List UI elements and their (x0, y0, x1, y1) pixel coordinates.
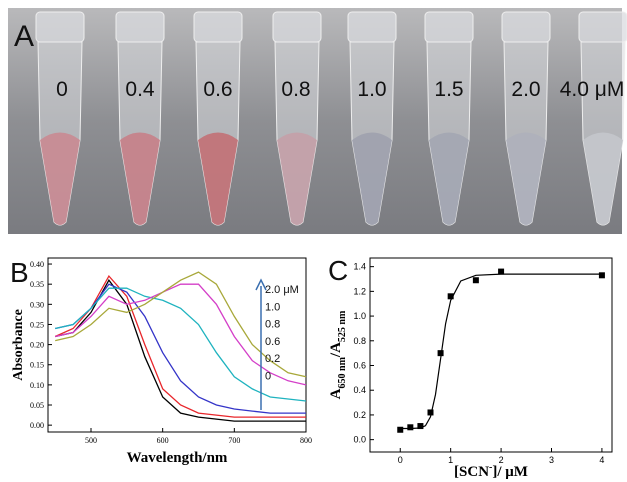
panel-label: C (328, 255, 348, 286)
panel-label: A (14, 20, 34, 53)
spectrum-line (55, 283, 306, 414)
y-tick-label: 0.30 (30, 300, 44, 309)
tube-cap (578, 11, 627, 43)
y-tick-label: 0.15 (30, 361, 44, 370)
tube-cap (272, 11, 322, 43)
legend-label: 0 (265, 371, 271, 383)
y-label-sub: 650 nm (337, 356, 348, 388)
concentration-label: 0.4 (125, 78, 155, 101)
y-tick-label: 0.35 (30, 280, 44, 289)
legend-label: 1.0 (265, 301, 280, 313)
concentration-labels: 0 0.4 0.6 0.8 1.0 1.5 2.0 4.0 μM (56, 78, 624, 101)
concentration-label: 2.0 (511, 78, 540, 101)
tube-cap (347, 11, 397, 43)
x-tick-label: 600 (157, 436, 169, 445)
legend-label: 0.6 (265, 336, 280, 348)
y-label-sub: 525 nm (337, 310, 348, 342)
y-tick-label: 0.40 (30, 260, 44, 269)
x-tick-label: 4 (599, 455, 604, 465)
y-tick-label: 0.0 (353, 435, 366, 445)
plot-frame (369, 257, 613, 453)
y-tick-label: 1.0 (353, 311, 366, 321)
x-tick-label: 1 (448, 455, 453, 465)
y-tick-label: 0.25 (30, 320, 44, 329)
data-point (598, 272, 605, 279)
data-point (427, 409, 434, 416)
concentration-label: 0.8 (281, 78, 310, 101)
concentration-label: 0.6 (203, 78, 232, 101)
x-axis-label: Wavelength/nm (127, 450, 228, 466)
x-axis-label: [SCN-]/ μM (454, 462, 528, 480)
x-tick-label: 3 (549, 455, 554, 465)
x-tick-label: 700 (228, 436, 240, 445)
y-label-part: A (328, 388, 344, 399)
fit-curve (400, 273, 602, 430)
x-label-part: [SCN (454, 464, 489, 480)
tube-liquid (429, 132, 469, 225)
concentration-label: 4.0 μM (560, 78, 625, 101)
legend-label: 0.2 (265, 353, 280, 365)
data-point (407, 424, 414, 431)
tube-cap (424, 11, 474, 43)
tube-liquid (120, 132, 160, 225)
data-point (437, 350, 444, 357)
tube-liquid (277, 132, 317, 225)
panel-label: B (10, 257, 29, 288)
y-tick-label: 1.4 (353, 262, 366, 272)
y-tick-label: 0.2 (353, 410, 366, 420)
x-label-part: ]/ μM (492, 464, 528, 480)
y-tick-label: 0.00 (30, 421, 44, 430)
data-point (472, 277, 479, 284)
legend-label: 0.8 (265, 319, 280, 331)
data-point (498, 268, 505, 275)
tube-cap (501, 11, 551, 43)
data-point (417, 423, 424, 430)
y-tick-label: 0.6 (353, 361, 366, 371)
y-axis-label: A650 nm/A525 nm (328, 310, 348, 399)
x-tick-label: 800 (300, 436, 312, 445)
y-axis-label: Absorbance (11, 309, 26, 381)
tube-liquid (40, 132, 80, 225)
y-tick-label: 0.20 (30, 341, 44, 350)
spectrum-line (55, 271, 307, 378)
tube-liquid (198, 132, 238, 225)
concentration-label: 0 (56, 78, 68, 101)
y-tick-label: 0.8 (353, 336, 366, 346)
y-tick-label: 0.05 (30, 401, 44, 410)
x-label-sup: - (489, 462, 492, 473)
tube-cap (115, 11, 165, 43)
tubes (35, 11, 627, 226)
y-tick-label: 1.2 (353, 286, 366, 296)
spectrum-line (55, 287, 307, 402)
tube-liquid (583, 132, 623, 225)
tube-liquid (352, 132, 392, 225)
tube-cap (35, 11, 85, 43)
data-point (397, 426, 404, 433)
tube-cap (193, 11, 243, 43)
legend-label: 2.0 μM (265, 284, 299, 296)
y-tick-label: 0.4 (353, 385, 366, 395)
concentration-label: 1.0 (357, 78, 386, 101)
data-point (447, 293, 454, 300)
y-tick-label: 0.10 (30, 381, 44, 390)
x-tick-label: 0 (398, 455, 403, 465)
spectrum-line (54, 274, 306, 418)
concentration-label: 1.5 (434, 78, 463, 101)
x-tick-label: 2 (499, 455, 504, 465)
spectrum-line (55, 283, 307, 386)
arrow-head (255, 278, 267, 291)
y-label-part: /A (328, 342, 344, 358)
tube-liquid (506, 132, 546, 225)
x-tick-label: 500 (85, 436, 97, 445)
